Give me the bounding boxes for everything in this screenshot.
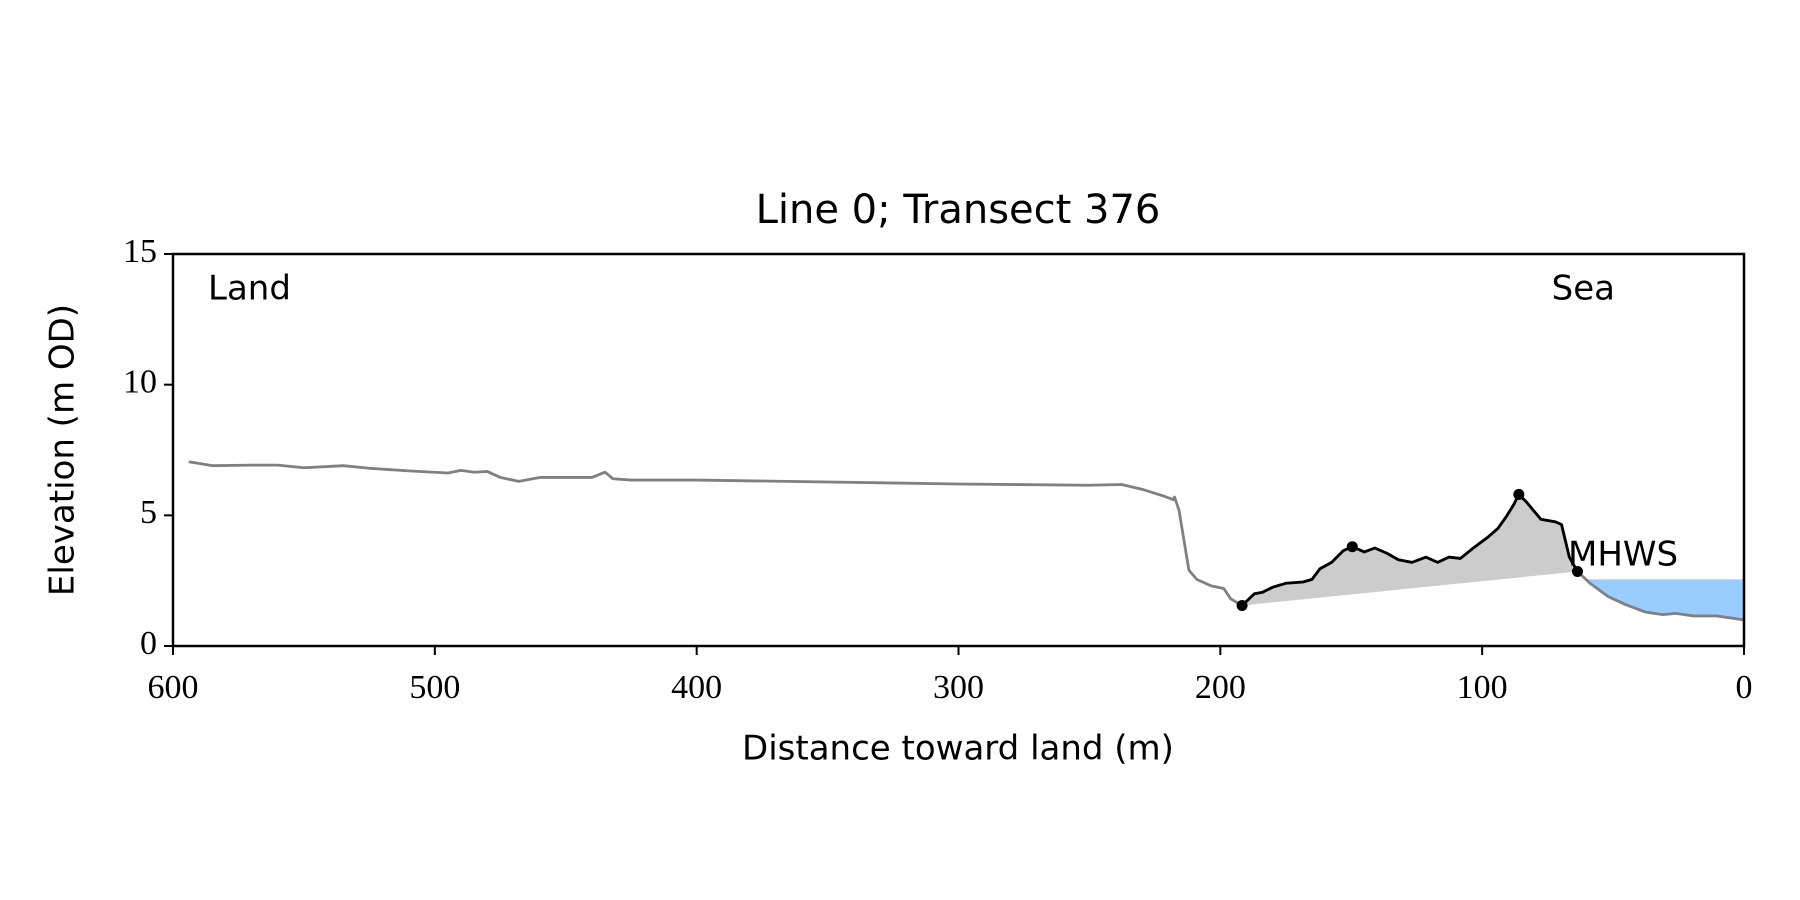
- y-axis-label: Elevation (m OD): [43, 304, 83, 596]
- feature-point: [1571, 566, 1583, 578]
- x-axis-label: Distance toward land (m): [742, 729, 1174, 769]
- y-tick-label: 0: [140, 625, 157, 662]
- y-tick-label: 10: [123, 363, 157, 400]
- dune-fill: [1242, 494, 1578, 606]
- x-tick-label: 200: [1195, 669, 1246, 706]
- plot-frame: [171, 252, 1746, 648]
- x-tick-label: 100: [1457, 669, 1508, 706]
- mhws-label: MHWS: [1568, 535, 1678, 575]
- annotation: Sea: [1552, 269, 1615, 309]
- x-tick-label: 400: [671, 669, 722, 706]
- y-tick-label: 5: [140, 494, 157, 531]
- x-tick-label: 0: [1736, 669, 1753, 706]
- x-tick-label: 600: [148, 669, 199, 706]
- feature-point: [1513, 488, 1525, 500]
- feature-point: [1236, 599, 1248, 611]
- chart-title: Line 0; Transect 376: [756, 187, 1161, 233]
- x-tick-label: 300: [933, 669, 984, 706]
- y-tick-label: 15: [123, 233, 157, 270]
- mhws-fill: [1585, 579, 1744, 620]
- feature-point: [1346, 541, 1358, 553]
- profile-line: [1241, 493, 1579, 607]
- x-tick-label: 500: [409, 669, 460, 706]
- annotation: Land: [208, 269, 291, 309]
